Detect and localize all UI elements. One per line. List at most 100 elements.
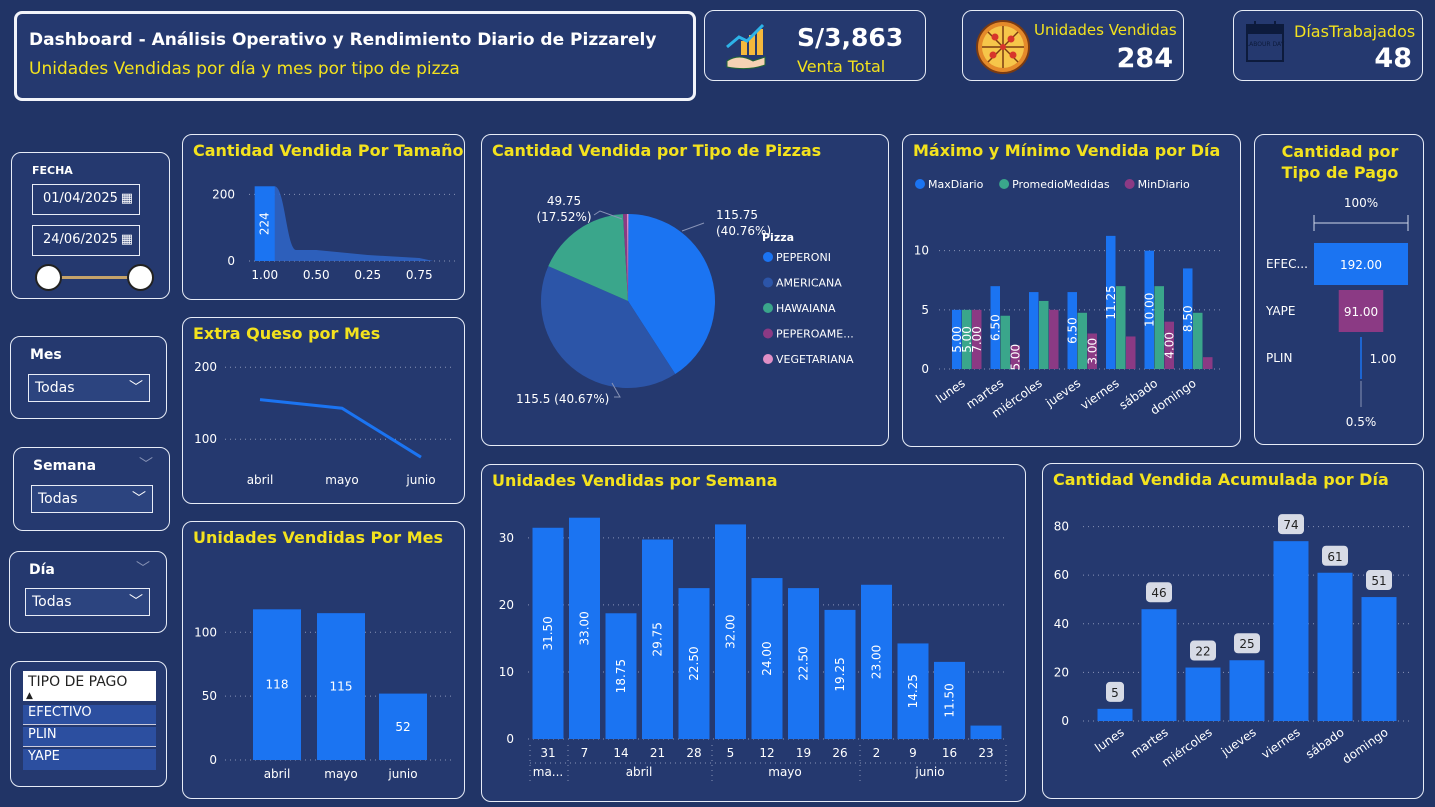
bar [605, 613, 637, 739]
data-label-bg [1322, 545, 1348, 566]
x-tick-label: mayo [325, 473, 359, 487]
legend-label: PEPERONI [776, 251, 831, 264]
y-tick-label: 20 [499, 598, 514, 612]
y-tick-label: 0 [921, 362, 929, 376]
chart-title: Cantidad Vendida por Tipo de Pizzas [492, 141, 822, 160]
chart-maxmin: MaxDiario PromedioMedidas MinDiario 0 5 10 lun… [914, 178, 1223, 421]
y-tick-label: 40 [1054, 617, 1069, 631]
calendar-picker-icon[interactable]: ▦ [120, 232, 133, 247]
y-tick-label: 200 [212, 187, 235, 201]
funnel-top-label: 100% [1344, 196, 1378, 210]
chart-queso: 100 200 abril mayo junio [194, 360, 455, 487]
mes-dropdown[interactable]: Todas ﹀ [28, 374, 150, 402]
x-tick-label: 26 [832, 746, 847, 760]
bar [1154, 286, 1164, 369]
y-tick-label: 80 [1054, 520, 1069, 534]
x-tick-label: 7 [581, 746, 589, 760]
chart-title: Cantidad Vendida Acumulada por Día [1053, 470, 1389, 489]
x-tick-label: 5 [727, 746, 735, 760]
fecha-hasta-input[interactable]: 24/06/2025 ▦ [32, 225, 140, 256]
bar [972, 309, 982, 369]
chevron-down-icon: ﹀ [129, 380, 143, 396]
dias-trabajados-label: DíasTrabajados [1294, 22, 1416, 41]
bar [642, 539, 673, 739]
dia-dropdown[interactable]: Todas ﹀ [25, 588, 150, 616]
leader-line [611, 382, 621, 398]
semana-dropdown[interactable]: Todas ﹀ [31, 485, 153, 513]
chart-title: Unidades Vendidas por Semana [492, 471, 778, 490]
fecha-label: FECHA [32, 164, 73, 177]
data-label: 6.50 [1066, 317, 1080, 344]
data-label: 29.75 [651, 622, 665, 656]
legend-marker [763, 354, 773, 364]
data-label: 51 [1371, 574, 1386, 588]
date-range-track [48, 276, 140, 279]
tipo-pago-header[interactable]: TIPO DE PAGO ▲ [23, 671, 156, 701]
x-tick-label: junio [405, 473, 435, 487]
y-tick-label: 50 [202, 689, 217, 703]
pie-slice [623, 214, 628, 301]
sort-arrow-icon: ▲ [26, 691, 33, 701]
data-label: 24.00 [760, 641, 774, 675]
data-label: 3.00 [1086, 338, 1100, 365]
x-tick-label: abril [247, 473, 274, 487]
x-tick-label: 0.25 [354, 268, 381, 282]
calendar-picker-icon[interactable]: ▦ [120, 191, 133, 206]
data-label: 22.50 [687, 646, 701, 680]
pie-slice [548, 214, 628, 301]
series-line [259, 398, 422, 459]
data-label: 115 [330, 680, 353, 694]
x-tick-label: 19 [796, 746, 811, 760]
bar [990, 286, 1000, 369]
chart-pizzas-card: Cantidad Vendida por Tipo de Pizzas 115.… [481, 134, 889, 446]
chart-title: Cantidad Vendida Por Tamaño [193, 141, 464, 160]
data-label: 6.50 [989, 314, 1003, 341]
x-tick-label: viernes [1259, 725, 1303, 762]
tipo-pago-header-label: TIPO DE PAGO [28, 674, 128, 690]
x-tick-label: 9 [909, 746, 917, 760]
bar [1077, 312, 1087, 369]
bar [1361, 597, 1397, 721]
date-range-end-handle[interactable] [127, 264, 154, 291]
bar [715, 524, 746, 739]
tipo-pago-option-efectivo[interactable]: EFECTIVO [23, 705, 156, 725]
legend-marker [1124, 179, 1135, 189]
bar [1144, 250, 1154, 369]
fecha-slicer: FECHA 01/04/2025 ▦ 24/06/2025 ▦ [11, 152, 170, 299]
legend-label: AMERICANA [776, 277, 842, 290]
data-label: 1.00 [1370, 352, 1397, 366]
chart-pizzas: 115.75 (40.76%) 115.5 (40.67%) 49.75 (17.52%… [516, 194, 854, 406]
tipo-pago-option-plin[interactable]: PLIN [23, 727, 156, 747]
y-tick-label: 100 [194, 432, 217, 446]
bar [317, 613, 365, 760]
venta-total-value: S/3,863 [797, 23, 904, 52]
chevron-down-icon: ﹀ [129, 594, 143, 610]
bar [1183, 268, 1193, 369]
x-tick-label: jueves [1042, 376, 1083, 410]
mes-dropdown-value: Todas [35, 380, 75, 396]
chevron-down-icon[interactable]: ﹀ [139, 457, 153, 473]
data-label-bg [1278, 514, 1304, 535]
date-range-start-handle[interactable] [35, 264, 62, 291]
chevron-down-icon[interactable]: ﹀ [136, 561, 150, 577]
data-label: 61 [1327, 550, 1342, 564]
chart-maxmin-card: Máximo y Mínimo Vendida por Día MaxDiari… [902, 134, 1241, 447]
bar [1141, 609, 1177, 721]
dia-slicer: Día ﹀ Todas ﹀ [9, 551, 167, 633]
data-label: 115.5 (40.67%) [516, 392, 609, 406]
x-tick-label: 0.50 [303, 268, 330, 282]
fecha-desde-input[interactable]: 01/04/2025 ▦ [32, 184, 140, 215]
data-label: 5.00 [960, 326, 974, 353]
area-fill [254, 186, 434, 261]
header-card: Dashboard - Análisis Operativo y Rendimi… [14, 11, 696, 101]
data-label: 46 [1151, 586, 1166, 600]
tipo-pago-option-yape[interactable]: YAPE [23, 749, 156, 770]
bar [861, 584, 892, 739]
data-label: (17.52%) [536, 210, 591, 224]
data-label: 7.00 [970, 326, 984, 353]
kpi-venta-total: S/3,863 Venta Total [704, 10, 926, 81]
y-tick-label: 10 [499, 665, 514, 679]
dashboard-title: Dashboard - Análisis Operativo y Rendimi… [29, 30, 657, 50]
area-peak-bar [254, 186, 275, 261]
pie-slice [626, 214, 629, 301]
